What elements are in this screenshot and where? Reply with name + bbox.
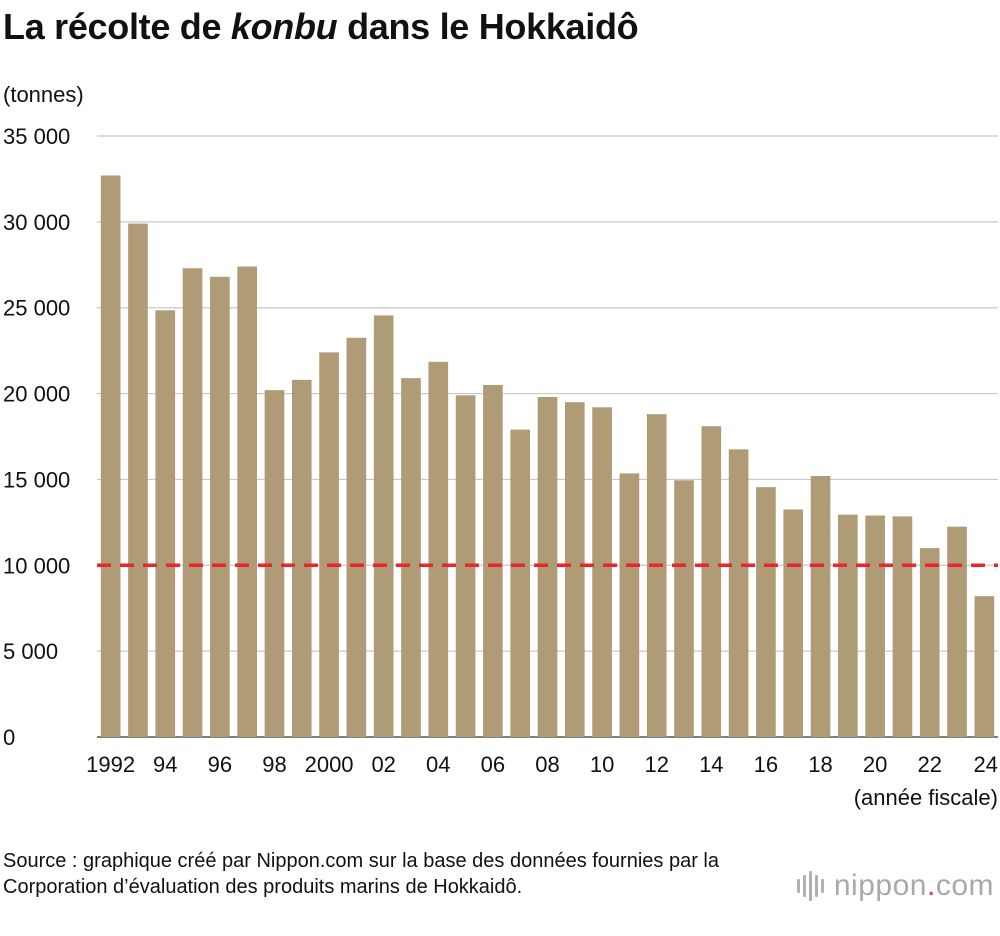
y-tick-label: 15 000 (3, 467, 70, 492)
x-tick-label: 20 (863, 752, 887, 777)
y-tick-label: 0 (3, 725, 15, 750)
chart-title: La récolte de konbu dans le Hokkaidô (3, 6, 639, 48)
x-tick-label: 02 (371, 752, 395, 777)
bar-2010 (592, 407, 612, 737)
y-tick-label: 10 000 (3, 553, 70, 578)
bar-2013 (674, 480, 694, 737)
y-axis-unit-label: (tonnes) (3, 82, 84, 107)
y-tick-label: 30 000 (3, 210, 70, 235)
bar-chart: 0 5 000 10 000 15 000 20 000 25 000 30 000 35 0… (3, 124, 998, 810)
bar-1992 (100, 175, 121, 738)
x-tick-label: 96 (208, 752, 232, 777)
x-tick-label: 24 (974, 752, 998, 777)
x-tick-label: 1992 (86, 752, 135, 777)
x-tick-label: 22 (918, 752, 942, 777)
bar-1994 (155, 310, 176, 737)
bar-1996 (210, 276, 230, 737)
x-tick-label: 16 (754, 752, 778, 777)
x-tick-label: 06 (481, 752, 505, 777)
x-tick-label: 14 (699, 752, 723, 777)
bar-1993 (128, 223, 148, 737)
bar-1997 (237, 266, 257, 737)
logo-wordmark: nippon.com (833, 869, 994, 902)
title-emphasis: konbu (230, 6, 338, 47)
bar-2000 (319, 352, 339, 737)
y-tick-label: 35 000 (3, 124, 70, 149)
x-tick-label: 04 (426, 752, 450, 777)
bar-2017 (783, 509, 804, 737)
x-tick-label: 10 (590, 752, 614, 777)
bar-2007 (510, 429, 531, 737)
y-tick-label: 25 000 (3, 296, 70, 321)
bar-2018 (810, 475, 831, 737)
x-tick-label: 08 (535, 752, 559, 777)
bar-2011 (619, 473, 640, 737)
source-note: Source : graphique créé par Nippon.com s… (3, 850, 719, 898)
x-tick-label: 2000 (305, 752, 354, 777)
bars (100, 175, 995, 738)
x-axis-label: (année fiscale) (854, 785, 998, 810)
y-axis-ticks: 0 5 000 10 000 15 000 20 000 25 000 30 000 35 0… (3, 124, 70, 750)
bar-2014 (701, 426, 722, 737)
bar-2009 (564, 402, 585, 737)
bar-2002 (373, 315, 394, 737)
x-tick-label: 12 (644, 752, 668, 777)
x-tick-label: 98 (262, 752, 286, 777)
x-tick-label: 18 (808, 752, 832, 777)
bar-2004 (428, 361, 449, 737)
y-tick-label: 5 000 (3, 639, 58, 664)
bar-1999 (291, 379, 312, 737)
bar-2024 (974, 596, 995, 737)
bar-2006 (483, 384, 503, 737)
x-tick-label: 94 (153, 752, 177, 777)
y-tick-label: 20 000 (3, 382, 70, 407)
bar-2020 (865, 515, 885, 737)
title-part-1: La récolte de (3, 6, 231, 47)
x-axis-ticks: 1992 94 96 98 2000 02 04 06 08 10 12 14 16 18 20 22 24 (86, 752, 998, 777)
bar-2023 (947, 526, 967, 737)
bar-1998 (264, 390, 285, 737)
bar-2012 (646, 414, 667, 737)
bar-2022 (919, 548, 940, 737)
bar-2001 (346, 337, 367, 737)
bar-2019 (838, 514, 858, 737)
nippon-logo: nippon.com (796, 866, 994, 906)
title-part-2: dans le Hokkaidô (337, 6, 639, 47)
bar-2021 (892, 516, 913, 737)
logo-mark-icon (796, 871, 824, 901)
bar-2015 (728, 449, 749, 737)
bar-1995 (182, 268, 203, 737)
bar-2003 (401, 378, 421, 737)
bar-2016 (756, 487, 776, 737)
